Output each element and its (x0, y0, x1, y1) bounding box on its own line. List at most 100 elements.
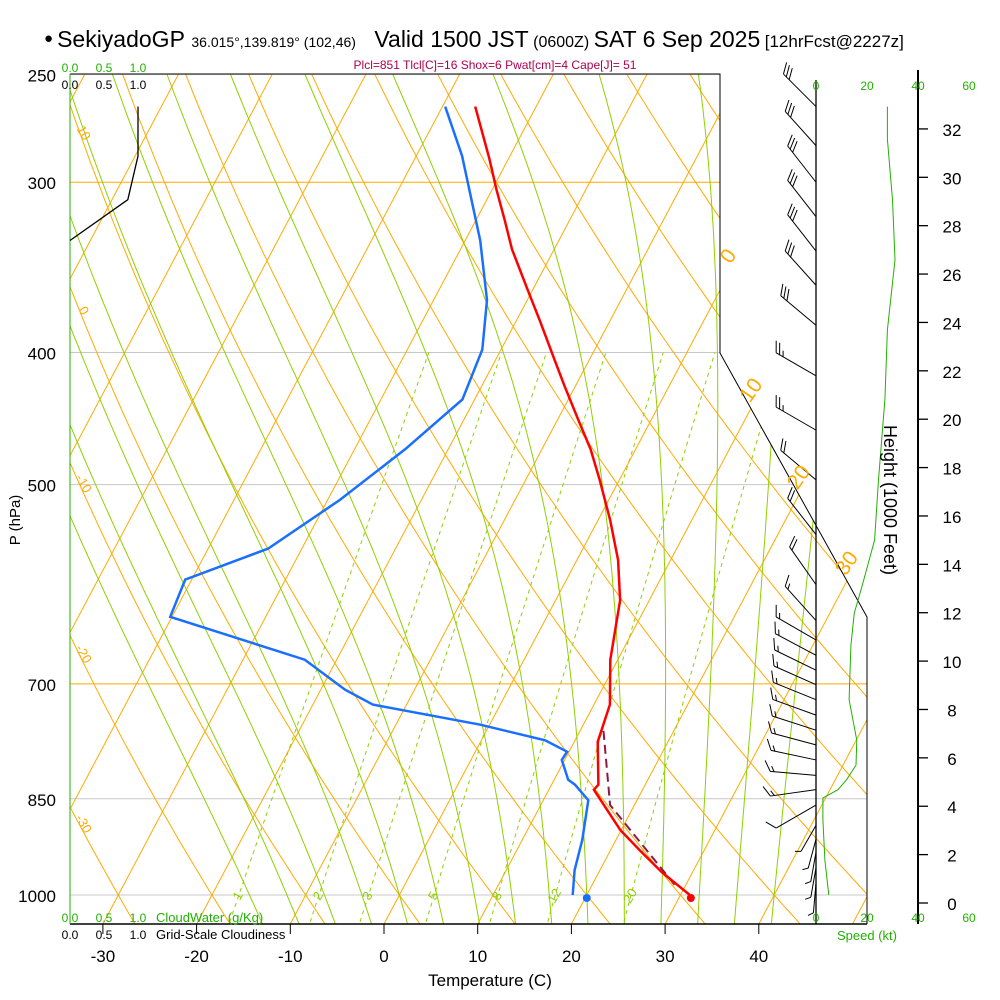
wind-barb-feather (804, 881, 811, 885)
x-tick-label: -30 (91, 947, 116, 966)
wind-barb (771, 670, 817, 701)
cloudiness-label: Grid-Scale Cloudiness (156, 927, 286, 942)
height-tick-label: 16 (943, 508, 962, 527)
cloudiness-tick-bottom: 0.5 (96, 928, 113, 942)
wind-barb-staff (812, 882, 817, 913)
wind-barb-feather (792, 175, 798, 187)
mixing-ratio-label: 20 (620, 886, 640, 906)
isotherm-label: 20 (783, 461, 815, 493)
wind-barb-feather (787, 242, 793, 255)
dry-adiabat-line (70, 74, 330, 924)
wind-barb (784, 574, 817, 621)
mixing-ratio-label: 12 (544, 886, 564, 906)
wind-barb-feather (804, 896, 811, 900)
wind-barb-feather (787, 102, 793, 115)
wind-barb-feather (790, 105, 795, 118)
pressure-tick-label: 250 (28, 66, 56, 85)
isotherm-line (849, 74, 867, 924)
wind-barb (766, 738, 817, 761)
cloudiness-tick-bottom: 1.0 (130, 928, 147, 942)
wind-barb (804, 867, 817, 900)
sounding-parameters: Plcl=851 Tlcl[C]=16 Shox=6 Pwat[cm]=4 Ca… (0, 58, 1000, 72)
wind-barb (787, 169, 817, 218)
wind-barb-feather (790, 245, 795, 258)
wind-barb-feather (773, 637, 776, 651)
wind-barb (784, 239, 817, 286)
wind-barb-feather (789, 172, 796, 184)
wind-barb (780, 438, 817, 481)
wind-barb (772, 653, 817, 686)
wind-barb-staff (800, 825, 817, 852)
isotherm-line (0, 50, 4, 929)
wind-barb-feather (788, 67, 793, 80)
dry-adiabat-label: 10 (74, 123, 94, 143)
wind-barb-feather (774, 711, 777, 718)
wind-barb (787, 486, 817, 535)
wind-barb (767, 721, 817, 746)
wind-barb-feather (783, 286, 787, 299)
forecast-info: [12hrFcst@2227z] (764, 32, 904, 51)
wind-barb-feather (780, 283, 784, 296)
height-tick-label: 18 (943, 460, 962, 479)
station-name: SekiyadoGP (57, 26, 185, 52)
wind-barb-staff (775, 633, 817, 656)
speed-axis-title: Speed (kt) (837, 928, 897, 943)
moist-adiabat-line (381, 74, 589, 924)
wind-barb-feather (764, 760, 771, 772)
height-tick-label: 28 (943, 218, 962, 237)
mixing-ratio-label: 1 (229, 889, 246, 903)
height-tick-label: 12 (943, 605, 962, 624)
dry-adiabat-line (70, 74, 425, 924)
wind-barb (762, 786, 817, 797)
pressure-tick-label: 700 (28, 676, 56, 695)
isotherm-line (70, 74, 473, 924)
cloudwater-tick-top: 1.0 (130, 61, 147, 75)
height-tick-label: 0 (947, 895, 956, 914)
wind-barb-feather (782, 62, 788, 75)
wind-barb-feather (786, 288, 790, 301)
wind-barb-feather (785, 65, 790, 78)
wind-barb-feather (802, 867, 809, 871)
moist-adiabat-line (70, 74, 337, 924)
dry-adiabat-line (924, 50, 1000, 929)
x-tick-label: 30 (656, 947, 675, 966)
surface-dewpoint-marker (582, 894, 591, 902)
moist-adiabat-line (591, 74, 667, 924)
wind-barb-staff (770, 749, 817, 761)
mixing-ratio-label: 5 (425, 889, 442, 903)
dry-adiabat-line (70, 74, 139, 924)
moist-adiabat-line (220, 74, 517, 924)
wind-barb-feather (784, 574, 790, 587)
speed-tick-bottom: 60 (962, 911, 976, 925)
cloudwater-tick-top: 0.0 (62, 61, 79, 75)
wind-barb-staff (807, 839, 817, 869)
dry-adiabat-line (238, 74, 806, 924)
height-tick-label: 32 (943, 121, 962, 140)
cloudwater-label: CloudWater (g/Kg) (156, 910, 263, 925)
valid-date: SAT 6 Sep 2025 (593, 26, 761, 52)
wind-barb (774, 621, 817, 656)
wind-barb-staff (784, 586, 817, 621)
wind-barb-feather (791, 539, 798, 551)
wind-barb-feather (789, 535, 796, 548)
height-axis-title: Height (1000 Feet) (880, 425, 900, 575)
isotherm-line (70, 74, 380, 924)
wind-barb (782, 62, 817, 107)
wind-barb-feather (770, 790, 775, 796)
wind-barb-staff (775, 406, 817, 431)
mixing-ratio-label: 3 (359, 889, 376, 903)
wind-barb-feather (766, 738, 772, 751)
pressure-tick-label: 500 (28, 477, 56, 496)
speed-tick-bottom: 0 (813, 911, 820, 925)
dry-adiabat-label: -20 (73, 642, 95, 666)
isotherm-line (661, 74, 867, 924)
height-tick-label: 24 (943, 314, 962, 333)
wind-barb-staff (775, 616, 817, 641)
wind-barb-feather (789, 137, 796, 150)
station-bullet-icon: ● (44, 30, 54, 47)
height-tick-label: 30 (943, 169, 962, 188)
wind-barb (787, 203, 817, 252)
wind-barb-feather (776, 661, 779, 668)
wind-barb-feather (787, 169, 793, 181)
x-tick-label: -20 (184, 947, 209, 966)
